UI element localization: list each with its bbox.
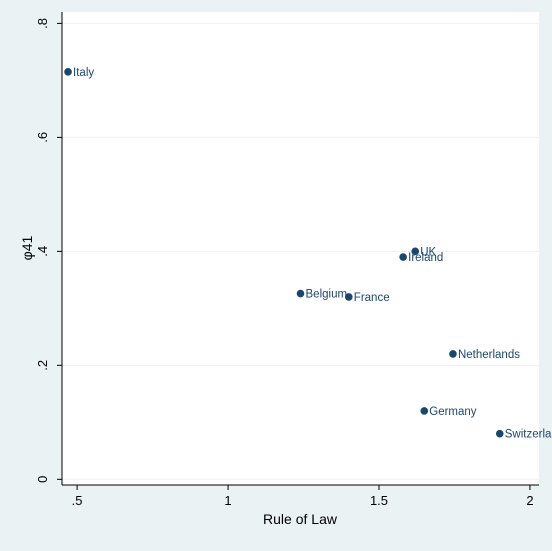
point-ireland xyxy=(399,253,407,261)
axes xyxy=(61,12,539,486)
point-label-netherlands: Netherlands xyxy=(458,349,520,361)
x-tick-label: 1 xyxy=(224,493,231,508)
point-label-switzerland: Switzerland xyxy=(505,429,552,441)
y-tick-label: 0 xyxy=(35,476,50,483)
x-tick-label: .5 xyxy=(72,493,83,508)
point-label-uk: UK xyxy=(420,246,436,258)
point-label-belgium: Belgium xyxy=(306,289,348,301)
x-ticks: .5 1 1.5 2 xyxy=(72,485,534,508)
y-tick-label: .2 xyxy=(35,360,50,371)
y-tick-label: .6 xyxy=(35,132,50,143)
point-france xyxy=(345,293,353,301)
y-tick-label: .4 xyxy=(35,246,50,257)
point-label-germany: Germany xyxy=(429,406,477,418)
point-netherlands xyxy=(449,350,457,358)
gridlines xyxy=(62,22,539,480)
point-italy xyxy=(64,68,72,76)
point-label-ireland: Ireland xyxy=(408,252,443,264)
point-label-italy: Italy xyxy=(73,67,94,79)
point-label-france: France xyxy=(354,292,390,304)
plot-area xyxy=(62,12,539,485)
y-tick-label: .8 xyxy=(35,18,50,29)
point-uk xyxy=(411,247,420,256)
x-tick-label: 2 xyxy=(526,493,533,508)
x-tick-label: 1.5 xyxy=(370,493,388,508)
point-belgium xyxy=(296,289,305,298)
point-switzerland xyxy=(495,429,504,438)
point-germany xyxy=(420,407,429,415)
y-axis-title: φ41 xyxy=(19,235,35,260)
x-axis-title: Rule of Law xyxy=(263,511,338,527)
y-ticks: 0 .2 .4 .6 .8 xyxy=(35,18,62,483)
